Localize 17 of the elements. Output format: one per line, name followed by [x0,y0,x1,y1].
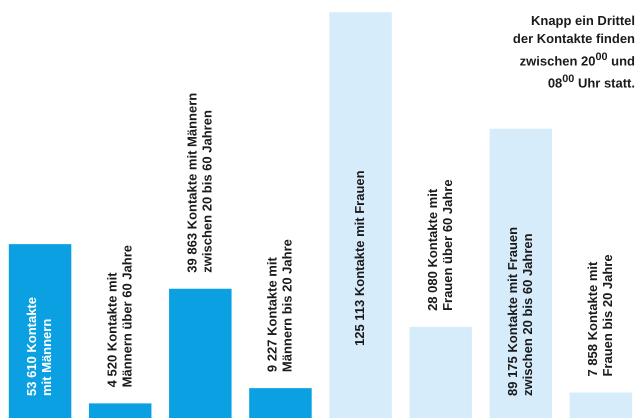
data-label: 28 080 Kontakte mit Frauen über 60 Jahre [424,179,455,311]
text: Knapp ein Drittel der Kontakte finden zwischen 20$^{00}$ und 08$^{00}$ Uhr statt. [512,13,635,91]
bar [329,12,392,418]
bar [8,244,72,418]
bar [88,403,152,418]
bar [570,392,632,418]
bar [169,288,232,418]
data-label: 53 610 Kontakte mit Männern [24,297,54,396]
bar [249,388,312,418]
data-label: 39 863 Kontakte mit Männern zwischen 20 bis 60 Jahren [184,92,214,273]
data-label: 7 858 Kontakte mit Frauen bis 20 Jahre [585,254,616,377]
data-label: 9 227 Kontakte mit Männern bis 20 Jahre [264,239,295,372]
bar [490,128,552,418]
data-label: 89 175 Kontakte mit Frauen zwischen 20 bis 60 Jahren [504,226,535,396]
data-label: 125 113 Kontakte mit Frauen [352,170,368,346]
bar [409,326,472,418]
data-label: 4 520 Kontakte mit Männern über 60 Jahre [104,245,134,388]
